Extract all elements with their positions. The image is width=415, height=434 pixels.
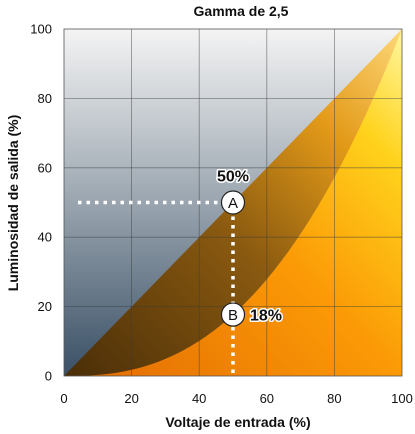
x-tick-label: 100 bbox=[391, 391, 413, 406]
y-tick-label: 100 bbox=[30, 22, 52, 37]
marker-b-letter: B bbox=[228, 307, 238, 324]
y-tick-label: 20 bbox=[38, 299, 52, 314]
plot-frame bbox=[63, 28, 403, 377]
x-axis-label: Voltaje de entrada (%) bbox=[165, 414, 310, 430]
x-tick-label: 0 bbox=[60, 391, 67, 406]
guide-lines bbox=[78, 200, 235, 376]
x-tick-label: 20 bbox=[124, 391, 138, 406]
annotation-markers: A 50% B 18% bbox=[215, 167, 284, 327]
y-tick-label: 60 bbox=[38, 160, 52, 175]
y-tick-label: 80 bbox=[38, 91, 52, 106]
marker-a-value: 50% bbox=[217, 169, 249, 186]
y-tick-label: 40 bbox=[38, 230, 52, 245]
y-tick-label: 0 bbox=[45, 369, 52, 384]
marker-a-letter: A bbox=[228, 195, 238, 212]
gamma-response-area bbox=[64, 29, 402, 376]
x-tick-label: 80 bbox=[327, 391, 341, 406]
marker-a-circle bbox=[220, 190, 246, 215]
y-axis-label: Luminosidad de salida (%) bbox=[5, 115, 21, 292]
y-axis-ticks: 0 20 40 60 80 100 bbox=[30, 22, 52, 384]
x-axis-ticks: 0 20 40 60 80 100 bbox=[60, 391, 412, 406]
chart-title: Gamma de 2,5 bbox=[194, 3, 289, 19]
marker-b-value: 18% bbox=[250, 308, 282, 325]
x-tick-label: 40 bbox=[192, 391, 206, 406]
x-tick-label: 60 bbox=[260, 391, 274, 406]
marker-b-circle bbox=[220, 302, 246, 327]
